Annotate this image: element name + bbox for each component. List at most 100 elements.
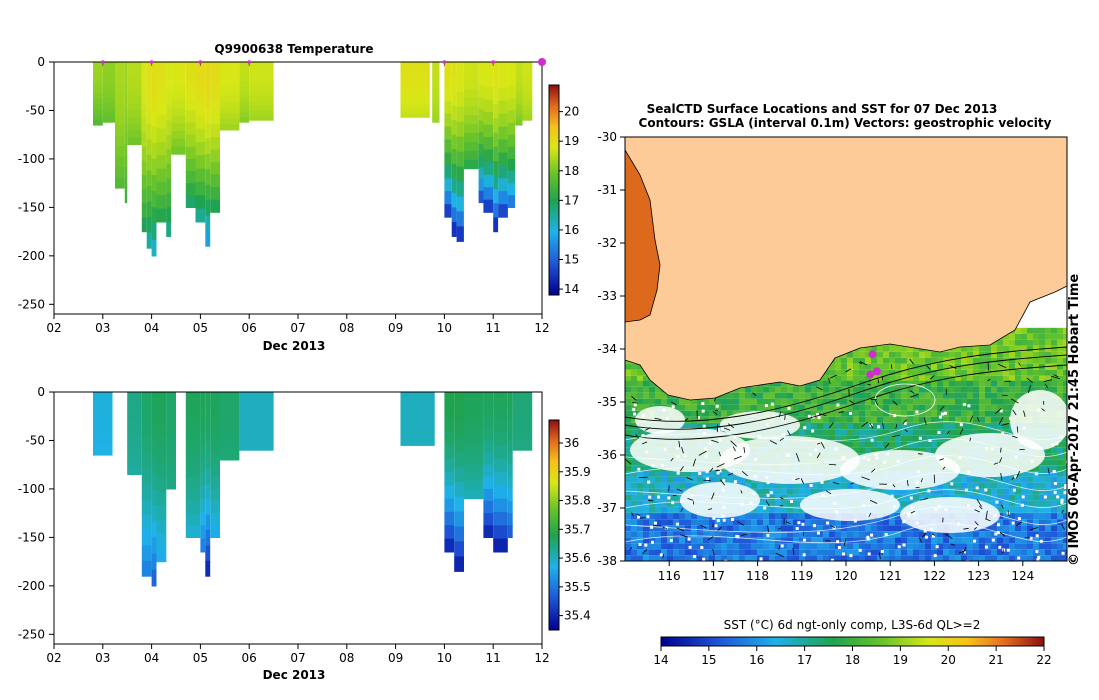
velocity-vector — [647, 499, 654, 502]
sst-cell — [1039, 513, 1045, 520]
sst-cell — [913, 357, 919, 364]
velocity-vector — [642, 441, 648, 445]
profile-cell — [451, 134, 457, 150]
velocity-vector — [769, 440, 777, 445]
profile-cell — [151, 424, 157, 442]
profile-cell — [444, 472, 455, 486]
lat-tick-label: -37 — [597, 501, 617, 515]
sst-cell — [907, 500, 913, 507]
profile-cell — [146, 77, 152, 94]
profile-cell — [141, 203, 147, 218]
profile-cell — [141, 104, 147, 120]
sst-cell — [1027, 380, 1033, 387]
sst-cell — [751, 537, 757, 544]
sst-cell — [1045, 351, 1051, 358]
profile-cell — [493, 118, 499, 134]
profile-cell — [156, 448, 167, 464]
sst-cell — [685, 410, 691, 417]
australia-landmass — [625, 137, 1067, 401]
profile-cell — [239, 92, 250, 98]
profile-cell — [151, 440, 157, 458]
sst-cell — [889, 435, 895, 442]
profile-cell — [507, 195, 516, 208]
velocity-vector — [985, 510, 988, 520]
sst-cell — [799, 392, 805, 399]
lat-tick-label: -30 — [597, 130, 617, 144]
salinity-depth-axis: 0-50-100-150-200-250 — [18, 385, 54, 641]
velocity-vector — [892, 435, 900, 437]
profile-cell — [478, 120, 484, 133]
profile-cell — [115, 146, 125, 158]
cloud-speck — [910, 505, 914, 509]
sst-cell — [811, 543, 817, 550]
y-tick-label: -150 — [18, 200, 45, 214]
cloud-speck — [842, 552, 845, 556]
velocity-vector — [712, 549, 715, 556]
profile-cell — [171, 100, 186, 109]
lon-tick-label: 117 — [702, 569, 725, 583]
sst-cell — [919, 549, 925, 556]
sst-cell — [835, 404, 841, 411]
velocity-vector — [1015, 470, 1021, 479]
velocity-vector — [711, 492, 715, 500]
sst-cell — [1009, 375, 1015, 382]
profile-cell — [205, 422, 211, 439]
sst-cell — [637, 537, 643, 544]
profile-cell — [493, 203, 499, 218]
profile-cell — [146, 124, 152, 141]
profile-cell — [166, 149, 172, 165]
sst-cell — [1003, 506, 1009, 513]
cloud-speck — [816, 413, 820, 416]
profile-cell — [515, 119, 523, 126]
sst-cell — [1003, 351, 1009, 358]
profile-cell — [493, 132, 499, 148]
sst-cell — [1051, 375, 1057, 382]
sst-cell — [919, 416, 925, 423]
sst-cell — [847, 537, 853, 544]
sst-cell — [1033, 465, 1039, 472]
profile-cell — [141, 90, 147, 105]
profile-cell — [239, 97, 250, 103]
sst-cell — [1021, 476, 1027, 483]
sst-cell — [979, 345, 985, 352]
sst-cell — [775, 519, 781, 526]
sst-cell — [1057, 441, 1063, 448]
sst-cell — [1057, 476, 1063, 483]
x-tick-label: 03 — [95, 651, 110, 665]
sst-cell — [859, 555, 865, 561]
profile-cell — [444, 498, 455, 513]
profile-cell — [166, 416, 176, 425]
sst-cell — [883, 404, 889, 411]
velocity-vector — [1000, 447, 1002, 453]
sst-cell — [679, 482, 685, 489]
sst-cell — [739, 543, 745, 550]
velocity-vector — [1012, 435, 1018, 439]
sst-cell — [1027, 345, 1033, 352]
profile-cell — [451, 120, 457, 136]
profile-cell — [507, 464, 513, 478]
sst-cell — [1057, 494, 1063, 501]
sst-cell — [691, 476, 697, 483]
cloud-speck — [701, 402, 705, 406]
sst-cell — [775, 555, 781, 561]
sst-cell — [739, 555, 745, 561]
profile-cell — [478, 62, 484, 75]
cloud-speck — [886, 452, 890, 456]
sst-cell — [745, 398, 751, 405]
sst-cell — [1027, 476, 1033, 483]
sst-cell — [1009, 482, 1015, 489]
sst-cell — [751, 398, 757, 405]
sst-cell — [985, 476, 991, 483]
sst-cell — [1003, 500, 1009, 507]
profile-cell — [171, 85, 186, 94]
sst-cell — [829, 549, 835, 556]
cloud-speck — [785, 453, 789, 457]
cloud-speck — [1037, 555, 1041, 559]
sst-cell — [961, 429, 967, 436]
sst-cell — [859, 404, 865, 411]
sst-cell — [727, 519, 733, 526]
sst-cell — [877, 398, 883, 405]
cloud-speck — [809, 484, 813, 487]
sst-cell — [691, 416, 697, 423]
cloud-speck — [753, 474, 757, 478]
